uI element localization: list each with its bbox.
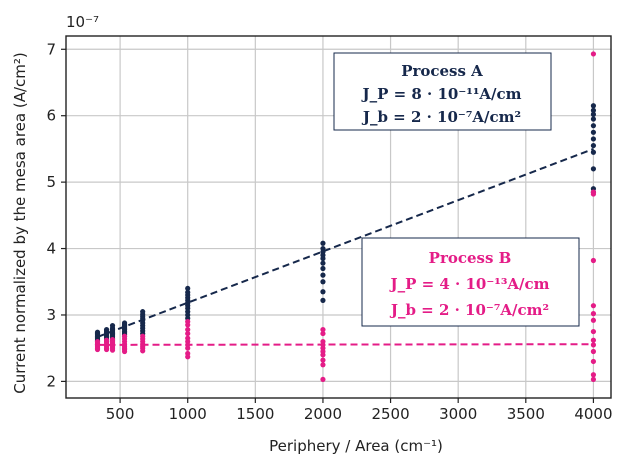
y-offset-label: 10⁻⁷ [66,13,99,31]
axis-ticks: 500 1000 1500 2000 2500 3000 3500 4000 2 3 4 5 6 7 [46,40,612,423]
process-b-point [590,337,597,343]
process-b-point [590,257,597,264]
process-b-point [320,362,326,368]
process-b-point [320,376,326,383]
process-a-point [320,245,326,252]
y-tick-label: 4 [46,240,56,258]
y-tick-label: 6 [46,107,56,125]
x-tick-label: 1500 [236,405,274,423]
process-b-point [590,189,597,195]
process-b-point [590,358,597,365]
x-tick-label: 2000 [304,405,342,423]
process-b-point [590,51,597,57]
x-tick-label: 1000 [169,405,207,423]
process-b-fit-line [97,343,594,346]
process-b-point [590,376,597,383]
process-a-point [590,136,597,142]
process-b-point [185,350,191,357]
process-b-box [361,237,580,327]
process-a-point [103,326,110,333]
process-b-jp: J_P = 4 · 10⁻¹³A/cm [388,275,549,293]
process-a-point [590,129,597,135]
process-b-title: Process B [429,249,512,267]
process-b-point [590,342,597,348]
process-a-point [590,111,597,117]
process-a-point [121,320,128,326]
process-b-point [590,348,597,355]
process-a-point [590,149,597,155]
process-b-point [185,330,191,337]
y-axis-title: Current normalized by the mesa area (A/c… [11,52,29,394]
y-tick-label: 3 [46,306,56,324]
process-a-box [333,52,552,131]
process-a-point [185,289,191,295]
x-tick-label: 3500 [507,405,545,423]
process-a-point [320,289,326,295]
y-tick-label: 2 [46,372,56,390]
process-b-point [185,319,191,325]
process-a-point [185,285,191,292]
process-a-point [320,272,326,278]
process-a-point [320,297,326,303]
process-b-point [320,330,326,337]
process-a-point [590,107,597,113]
process-a-point [320,260,326,266]
process-a-jb: J_b = 2 · 10⁻⁷A/cm² [361,108,521,126]
plot-frame [65,35,612,399]
process-a-point [590,116,597,122]
process-b-point [140,333,146,339]
process-a-point [140,309,146,315]
process-b-point [94,338,101,345]
process-b-point [320,357,326,363]
x-tick-label: 3000 [439,405,477,423]
process-a-jp: J_P = 8 · 10⁻¹¹A/cm [360,85,521,103]
process-a-annotation: Process A J_P = 8 · 10⁻¹¹A/cm J_b = 2 · … [333,52,552,131]
process-a-point [109,323,116,329]
process-a-fit-line [97,147,594,338]
axes-frame [65,35,612,399]
process-b-point [109,336,116,343]
fit-lines [97,147,594,346]
process-b-jb: J_b = 2 · 10⁻⁷A/cm² [389,301,549,319]
process-b-point [320,338,326,345]
process-b-point [185,326,191,333]
process-b-annotation: Process B J_P = 4 · 10⁻¹³A/cm J_b = 2 · … [361,237,580,327]
process-a-title: Process A [401,62,483,80]
process-a-point [590,103,597,109]
y-tick-label: 7 [46,40,56,58]
process-b-point [590,317,597,323]
process-a-point [590,166,597,172]
process-b-point [590,372,597,378]
process-a-point [320,265,326,272]
process-a-point [94,329,101,335]
process-a-point [320,240,326,246]
data-points [94,51,597,383]
x-tick-label: 2500 [371,405,409,423]
process-a-point [590,123,597,129]
x-tick-label: 4000 [574,405,612,423]
process-b-point [103,337,110,343]
process-a-point [320,279,326,285]
process-b-point [320,326,326,333]
y-tick-label: 5 [46,173,56,191]
process-a-point [590,142,597,149]
process-b-point [185,335,191,341]
process-b-point [590,303,597,309]
process-b-point [590,311,597,317]
x-axis-title: Periphery / Area (cm⁻¹) [269,437,443,455]
process-b-point [121,333,128,339]
process-b-point [590,328,597,335]
x-tick-label: 500 [106,405,135,423]
